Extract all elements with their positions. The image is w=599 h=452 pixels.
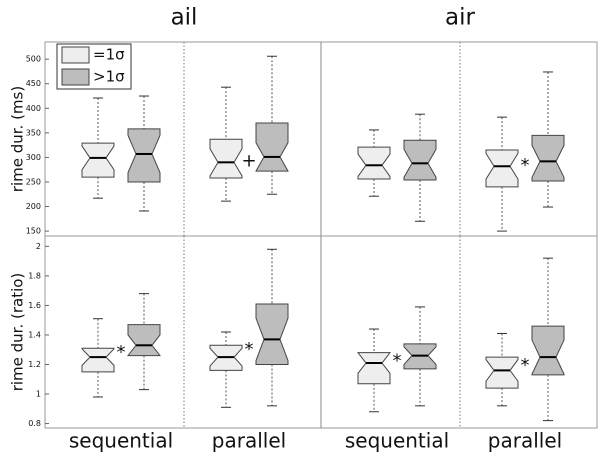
significance-marker: * bbox=[521, 355, 530, 376]
column-title: air bbox=[445, 5, 475, 31]
y-tick-label: 250 bbox=[26, 177, 41, 186]
box bbox=[356, 352, 392, 385]
legend-label: =1σ bbox=[93, 46, 125, 64]
box bbox=[81, 142, 115, 178]
significance-marker: * bbox=[117, 342, 126, 363]
y-tick-label: 1.2 bbox=[28, 360, 41, 369]
box bbox=[209, 138, 243, 179]
y-tick-label: 500 bbox=[26, 55, 41, 64]
box bbox=[531, 134, 565, 182]
box bbox=[403, 139, 437, 181]
column-title: ail bbox=[171, 5, 198, 31]
y-tick-label: 400 bbox=[26, 104, 41, 113]
y-tick-label: 450 bbox=[26, 79, 41, 88]
y-tick-label: 1.8 bbox=[28, 271, 41, 280]
y-tick-label: 1 bbox=[36, 390, 41, 399]
y-tick-label: 1.4 bbox=[28, 330, 41, 339]
box bbox=[357, 146, 391, 180]
group-label: parallel bbox=[212, 429, 286, 452]
significance-marker: * bbox=[245, 339, 254, 360]
legend-swatch bbox=[61, 46, 90, 64]
y-tick-label: 200 bbox=[26, 202, 41, 211]
significance-marker: + bbox=[241, 151, 256, 172]
y-tick-label: 300 bbox=[26, 153, 41, 162]
y-tick-label: 1.6 bbox=[28, 301, 41, 310]
group-label: parallel bbox=[488, 429, 562, 452]
y-tick-label: 350 bbox=[26, 128, 41, 137]
significance-marker: * bbox=[521, 155, 530, 176]
box bbox=[127, 128, 161, 183]
group-label: sequential bbox=[69, 429, 173, 452]
legend-swatch bbox=[61, 68, 90, 86]
y-tick-label: 150 bbox=[26, 227, 41, 236]
box bbox=[255, 122, 289, 172]
box bbox=[81, 347, 115, 373]
box bbox=[531, 325, 565, 376]
box bbox=[485, 149, 519, 188]
y-axis-label: rime dur. (ms) bbox=[9, 86, 27, 192]
box bbox=[126, 324, 162, 357]
legend-label: >1σ bbox=[93, 68, 125, 86]
group-label: sequential bbox=[345, 429, 449, 452]
box bbox=[255, 303, 289, 365]
y-tick-label: 0.8 bbox=[28, 419, 41, 428]
box bbox=[485, 356, 519, 389]
y-tick-label: 2 bbox=[36, 242, 41, 251]
significance-marker: * bbox=[393, 350, 402, 371]
y-axis-label: rime dur. (ratio) bbox=[9, 273, 27, 392]
